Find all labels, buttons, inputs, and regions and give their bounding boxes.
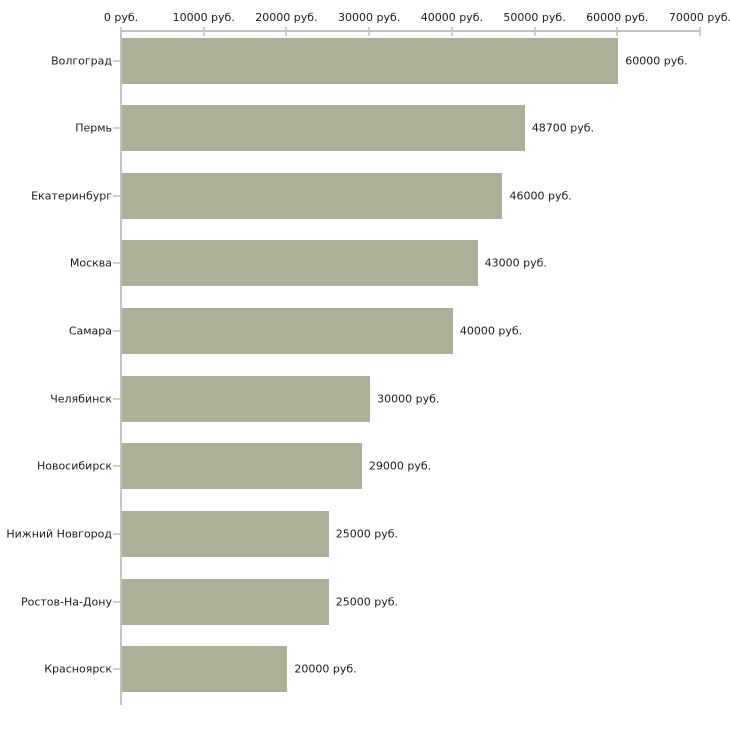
bar bbox=[122, 443, 362, 490]
category-tick-mark bbox=[113, 59, 120, 62]
category-tick-mark bbox=[113, 397, 120, 400]
category-tick-mark bbox=[113, 127, 120, 130]
bar-value-label: 40000 руб. bbox=[459, 324, 523, 338]
bar-value-label: 29000 руб. bbox=[368, 459, 432, 473]
category-label: Москва bbox=[69, 256, 112, 270]
bar-value-label: 60000 руб. bbox=[625, 54, 688, 67]
bar bbox=[122, 646, 288, 693]
bar bbox=[122, 37, 619, 84]
category-label: Екатеринбург bbox=[31, 189, 112, 203]
category-label: Волгоград bbox=[51, 54, 112, 67]
bar bbox=[122, 240, 478, 287]
category-label: Ростов-На-Дону bbox=[20, 595, 112, 609]
x-axis-tick-label: 40000 руб. bbox=[420, 11, 483, 24]
bar-value-label: 46000 руб. bbox=[509, 189, 572, 203]
x-axis-tick-label: 20000 руб. bbox=[255, 11, 318, 24]
category-label: Красноярск bbox=[44, 662, 112, 676]
category-label: Челябинск bbox=[50, 392, 112, 406]
category-label: Самара bbox=[68, 324, 112, 338]
bar bbox=[122, 308, 453, 355]
x-axis-tick-label: 50000 руб. bbox=[503, 11, 566, 24]
bar bbox=[122, 172, 503, 219]
category-tick-mark bbox=[113, 600, 120, 603]
bar bbox=[122, 105, 525, 152]
x-axis-line bbox=[121, 30, 701, 32]
bar-value-label: 30000 руб. bbox=[377, 392, 440, 406]
x-axis-tick-label: 60000 руб. bbox=[586, 11, 649, 24]
category-tick-mark bbox=[113, 262, 120, 265]
category-tick-mark bbox=[113, 330, 120, 333]
x-axis-tick-label: 10000 руб. bbox=[172, 11, 235, 24]
bar-value-label: 25000 руб. bbox=[335, 595, 399, 609]
x-axis-tick-label: 0 руб. bbox=[103, 11, 139, 24]
category-tick-mark bbox=[113, 668, 120, 671]
bar-value-label: 48700 руб. bbox=[531, 121, 595, 135]
x-axis-tick-label: 70000 руб. bbox=[668, 11, 730, 24]
category-label: Нижний Новгород bbox=[6, 527, 112, 541]
y-axis-line bbox=[120, 30, 122, 705]
category-label: Пермь bbox=[75, 121, 112, 135]
bar-value-label: 43000 руб. bbox=[484, 256, 547, 270]
category-tick-mark bbox=[113, 465, 120, 468]
category-tick-mark bbox=[113, 194, 120, 197]
bar-value-label: 25000 руб. bbox=[335, 527, 399, 541]
x-axis-tick-label: 30000 руб. bbox=[338, 11, 401, 24]
bar-value-label: 20000 руб. bbox=[294, 662, 357, 676]
bar bbox=[122, 511, 329, 558]
category-tick-mark bbox=[113, 533, 120, 536]
bar bbox=[122, 375, 371, 422]
bar bbox=[122, 578, 329, 625]
category-label: Новосибирск bbox=[36, 459, 112, 473]
